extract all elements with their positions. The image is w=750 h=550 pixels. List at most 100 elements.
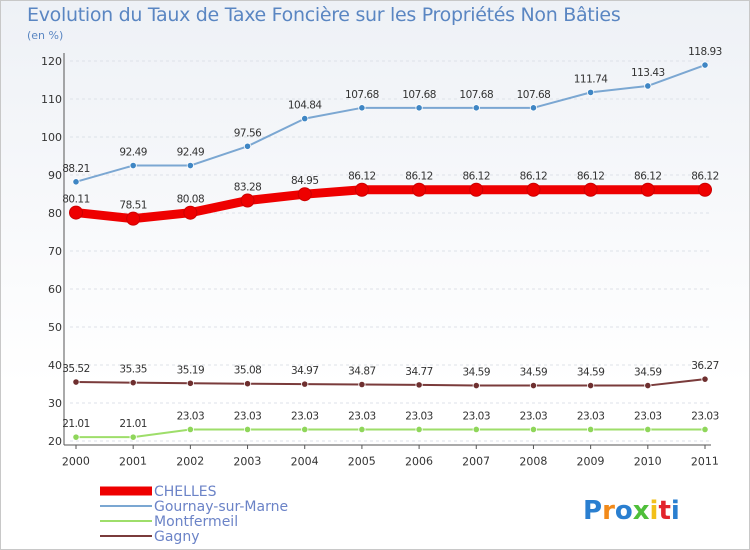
series-line-chelles <box>71 185 710 224</box>
data-point <box>698 182 712 197</box>
data-point <box>415 425 423 434</box>
data-label: 107.68 <box>517 89 551 101</box>
y-tick-label: 60 <box>48 283 62 296</box>
data-point <box>72 433 80 441</box>
x-tick-label: 2008 <box>519 455 547 469</box>
data-label: 34.59 <box>462 367 490 379</box>
data-label: 34.97 <box>291 365 319 377</box>
data-label: 88.21 <box>62 163 90 175</box>
data-point <box>358 380 366 389</box>
data-point <box>701 61 709 69</box>
data-point <box>529 425 538 434</box>
data-point <box>301 115 309 123</box>
data-point <box>583 182 598 197</box>
data-point <box>69 205 83 220</box>
data-label: 34.59 <box>577 367 605 379</box>
data-label: 78.51 <box>119 200 147 212</box>
data-label: 86.12 <box>405 171 433 183</box>
data-point <box>297 187 312 202</box>
legend-label: CHELLES <box>154 484 217 500</box>
x-tick-label: 2001 <box>119 455 147 469</box>
data-label: 23.03 <box>520 410 548 422</box>
data-label: 21.01 <box>62 418 90 430</box>
data-label: 35.35 <box>119 364 147 376</box>
grid <box>70 60 709 442</box>
x-tick-label: 2007 <box>462 455 490 469</box>
data-label: 23.03 <box>177 410 205 422</box>
data-point <box>644 82 652 90</box>
data-point <box>243 142 252 150</box>
data-label: 84.95 <box>291 175 319 187</box>
data-point <box>587 425 595 434</box>
data-point <box>640 182 655 197</box>
data-label: 86.12 <box>634 171 662 183</box>
data-point <box>186 161 194 170</box>
data-point <box>701 425 709 434</box>
data-label: 23.03 <box>462 410 490 422</box>
y-tick-label: 30 <box>48 397 62 410</box>
data-label: 34.59 <box>634 367 662 379</box>
data-point <box>126 211 141 226</box>
data-label: 86.12 <box>348 171 376 183</box>
data-point <box>587 88 595 96</box>
data-point <box>415 381 423 389</box>
data-label: 34.77 <box>405 366 433 378</box>
data-label: 107.68 <box>402 89 436 101</box>
data-label: 86.12 <box>577 171 605 183</box>
data-point <box>72 178 80 186</box>
data-point <box>186 425 194 434</box>
data-label: 36.27 <box>691 360 719 372</box>
legend-label: Gournay-sur-Marne <box>154 499 288 515</box>
data-label: 113.43 <box>631 67 665 79</box>
data-label: 34.59 <box>520 367 548 379</box>
data-point <box>472 381 480 390</box>
series-line-gagny <box>75 378 706 387</box>
data-label: 23.03 <box>234 410 262 422</box>
data-point <box>701 375 709 383</box>
svg-text:Proxiti: Proxiti <box>583 496 680 526</box>
data-label: 21.01 <box>119 418 147 430</box>
data-label: 35.19 <box>177 364 205 376</box>
data-point <box>644 425 652 434</box>
x-tick-label: 2009 <box>576 455 604 469</box>
data-label: 86.12 <box>520 171 548 183</box>
legend-label: Gagny <box>154 529 199 545</box>
x-tick-label: 2004 <box>290 455 318 469</box>
axes: 20 30 40 50 60 70 80 90 100 110 120 2000 2001 2002 200… <box>41 53 719 468</box>
data-point <box>129 379 137 387</box>
data-label: 35.52 <box>62 363 90 375</box>
data-label: 23.03 <box>405 410 433 422</box>
data-label: 80.08 <box>177 194 205 206</box>
data-label: 92.49 <box>177 147 205 159</box>
y-tick-label: 20 <box>48 435 62 448</box>
x-tick-label: 2005 <box>348 455 376 469</box>
data-point <box>472 425 480 434</box>
data-label: 92.49 <box>119 147 147 159</box>
x-tick-label: 2000 <box>62 455 90 469</box>
data-point <box>358 104 366 112</box>
data-point <box>644 381 652 390</box>
data-point <box>526 182 541 197</box>
x-tick-label: 2002 <box>176 455 204 469</box>
data-label: 23.03 <box>291 410 319 422</box>
data-label: 111.74 <box>574 73 609 85</box>
data-label: 118.93 <box>688 46 722 58</box>
data-point <box>587 381 595 390</box>
data-label: 23.03 <box>348 410 376 422</box>
data-point <box>72 378 80 386</box>
data-label: 35.08 <box>234 365 262 377</box>
data-label: 86.12 <box>691 171 719 183</box>
data-point <box>301 380 309 388</box>
data-label: 23.03 <box>634 410 662 422</box>
data-label: 107.68 <box>459 89 493 101</box>
data-point <box>469 182 484 197</box>
data-point <box>358 425 366 434</box>
proxiti-logo: Proxiti <box>583 496 680 526</box>
y-tick-label: 40 <box>48 359 62 372</box>
data-point <box>243 425 252 434</box>
y-tick-label: 80 <box>48 207 62 220</box>
data-label: 83.28 <box>234 182 262 194</box>
